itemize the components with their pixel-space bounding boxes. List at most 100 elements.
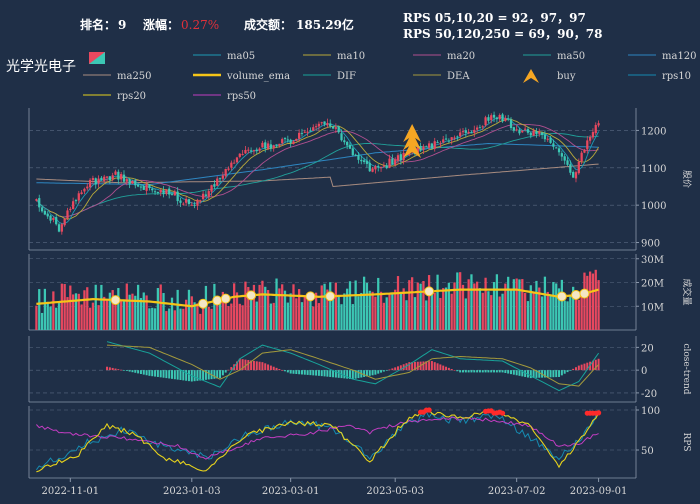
volume-bar (552, 281, 555, 330)
volume-bar (224, 293, 227, 330)
volume-bar (391, 292, 394, 330)
candle-body (368, 162, 371, 172)
volume-bar (266, 290, 270, 330)
candle (35, 198, 38, 202)
macd-bar (165, 370, 168, 379)
candle-body (574, 172, 578, 179)
candle (213, 180, 216, 190)
candle-body (524, 128, 527, 130)
macd-bar (252, 360, 255, 371)
macd-bar (329, 370, 332, 377)
candle (66, 207, 69, 221)
volume-bar (427, 275, 431, 330)
candle-body (266, 143, 270, 149)
candle (450, 137, 453, 145)
volume-bar (597, 280, 600, 330)
macd-bar (425, 361, 428, 371)
macd-bar (255, 361, 258, 371)
volume-bar (40, 312, 44, 330)
macd-bar (213, 370, 216, 379)
candle-body (272, 145, 275, 149)
legend: ma05 ma10 ma20 ma50 ma120 ma250 volume_ema DIF D… (83, 51, 697, 102)
turnover-label: 成交额： (244, 17, 292, 32)
volume-bar (456, 272, 459, 330)
candle (72, 197, 75, 210)
candle-body (518, 129, 521, 134)
legend-item-ma120: ma120 (628, 51, 697, 62)
macd-bar (306, 370, 309, 375)
volume-bar (179, 308, 182, 330)
volume-bar (543, 276, 547, 330)
volume-bar (114, 298, 117, 330)
candle (439, 140, 442, 148)
candle-body (153, 191, 157, 193)
macd-bar (264, 363, 267, 371)
candle (182, 202, 185, 206)
legend-label-ma05: ma05 (227, 51, 255, 62)
macd-bar (512, 370, 515, 375)
volume-bar (583, 272, 586, 330)
candle (444, 134, 448, 141)
candle-body (46, 213, 49, 217)
macd-bar (258, 361, 261, 371)
candle-body (399, 154, 402, 161)
candle (196, 198, 199, 211)
candle-body (391, 158, 394, 165)
volume-bar (120, 299, 123, 330)
macd-bar (315, 370, 318, 376)
candle-body (402, 152, 405, 161)
volume-bar (368, 290, 371, 330)
macd-bar (134, 370, 137, 373)
macd-ytick-label: -20 (641, 389, 657, 400)
x-tick-label: 2023-01-03 (163, 486, 221, 497)
candle-body (504, 118, 507, 121)
candle-body (569, 164, 572, 173)
candle-body (235, 157, 239, 163)
macd-bar (131, 370, 134, 373)
legend-label-volume_ema: volume_ema (226, 71, 290, 82)
candle (391, 154, 394, 165)
macd-bar (374, 370, 377, 375)
volume-bar (108, 292, 111, 330)
volume-bar (450, 293, 453, 330)
candle-body (264, 142, 267, 149)
volume-ytick-label: 10M (641, 302, 664, 313)
candle (165, 189, 168, 196)
volume-bar (433, 292, 436, 330)
candle (518, 127, 521, 136)
candle (492, 111, 496, 123)
candle-body (447, 140, 450, 142)
candle-body (233, 162, 236, 164)
volume-bar (394, 289, 397, 330)
legend-item-ma20: ma20 (413, 51, 475, 62)
volume-bar (139, 298, 143, 330)
macd-bar (445, 366, 448, 371)
candle-body (362, 160, 366, 162)
volume-bar (77, 293, 80, 330)
volume-bar (210, 308, 213, 330)
macd-bar (436, 363, 439, 371)
macd-bar (515, 370, 518, 376)
candle (490, 113, 493, 124)
candle (529, 131, 532, 139)
x-tick-label: 2023-09-01 (570, 486, 628, 497)
volume-bar (97, 305, 100, 330)
macd-bar (493, 370, 496, 373)
candle (422, 144, 425, 154)
candle-body (552, 143, 555, 147)
candle-body (49, 215, 52, 221)
volume-bar (580, 293, 583, 330)
macd-bar (199, 370, 202, 381)
volume-bar (566, 301, 569, 330)
candle (151, 186, 154, 193)
volume-bar (57, 303, 61, 330)
candle (563, 153, 566, 165)
candle-body (283, 138, 287, 140)
rps-ylabel: RPS (681, 433, 691, 452)
macd-bar (159, 370, 162, 378)
candle (159, 188, 162, 197)
candle-body (478, 127, 482, 129)
macd-bar (108, 367, 111, 371)
candle-body (88, 179, 92, 188)
